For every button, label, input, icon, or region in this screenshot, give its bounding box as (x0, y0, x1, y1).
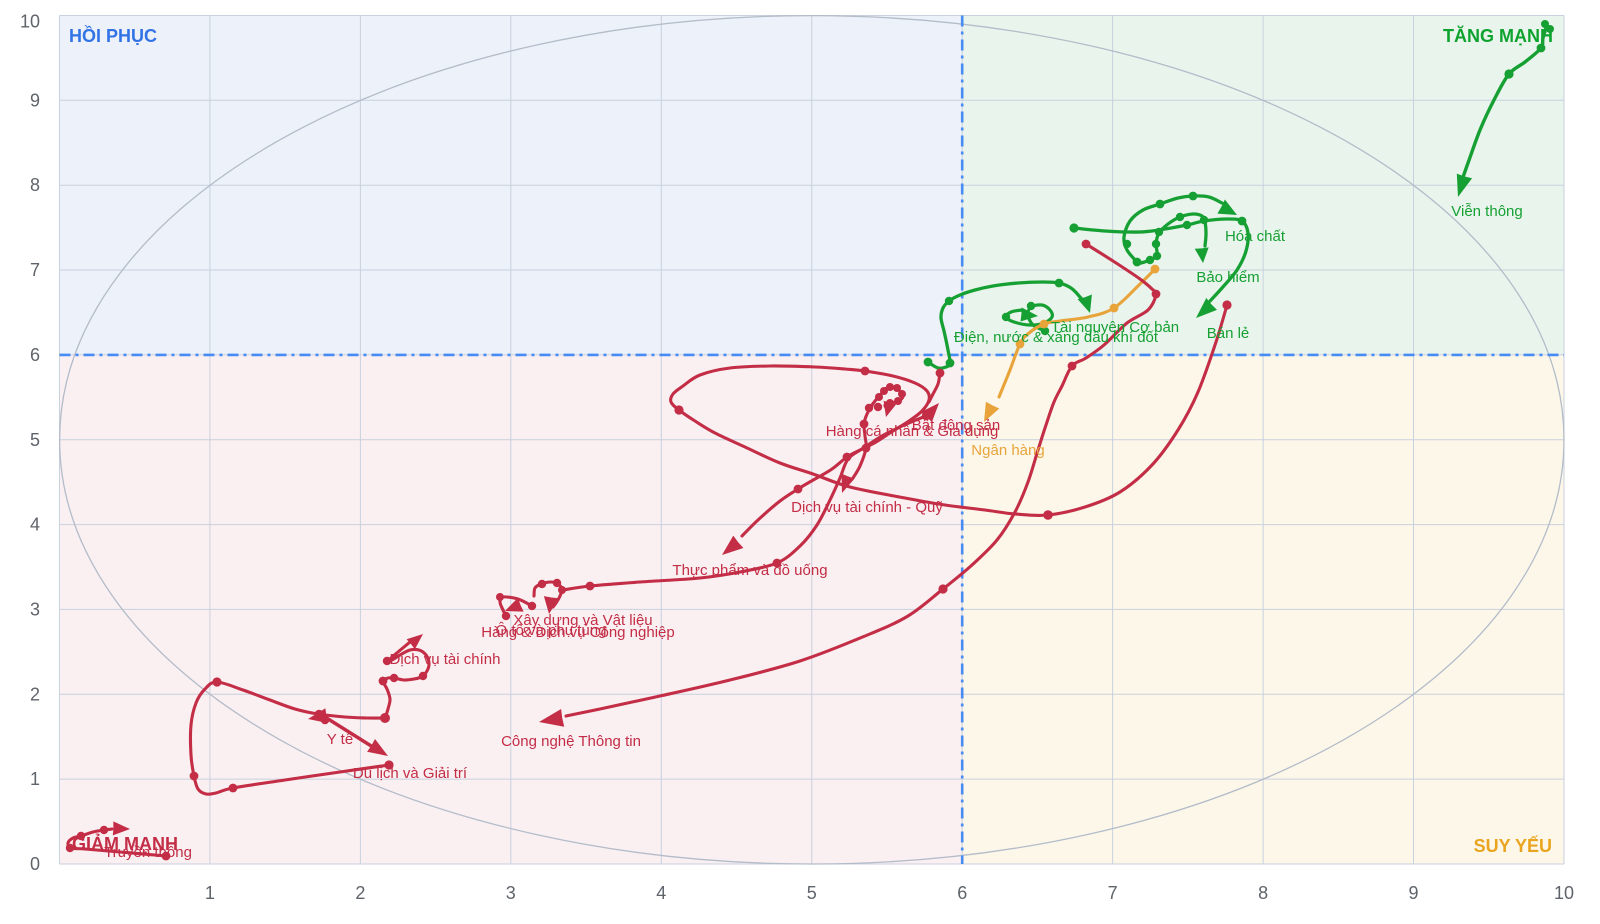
svg-text:Hóa chất: Hóa chất (1225, 228, 1286, 245)
svg-text:7: 7 (30, 260, 40, 280)
svg-text:2: 2 (355, 883, 365, 903)
svg-text:3: 3 (506, 883, 516, 903)
svg-text:10: 10 (20, 12, 40, 32)
svg-text:9: 9 (1408, 883, 1418, 903)
svg-text:Điện, nước & xăng dầu khí đốt: Điện, nước & xăng dầu khí đốt (954, 329, 1159, 346)
svg-text:7: 7 (1108, 883, 1118, 903)
svg-text:6: 6 (30, 345, 40, 365)
svg-text:9: 9 (30, 90, 40, 110)
svg-text:8: 8 (30, 175, 40, 195)
svg-text:6: 6 (957, 883, 967, 903)
svg-text:2: 2 (30, 684, 40, 704)
svg-text:3: 3 (30, 600, 40, 620)
svg-text:SUY YẾU: SUY YẾU (1474, 835, 1552, 856)
svg-text:Công nghệ Thông tin: Công nghệ Thông tin (501, 733, 641, 750)
svg-text:Du lịch và Giải trí: Du lịch và Giải trí (353, 765, 468, 782)
svg-text:4: 4 (656, 883, 666, 903)
svg-text:5: 5 (30, 430, 40, 450)
svg-text:Dịch vụ tài chính - Quỹ: Dịch vụ tài chính - Quỹ (791, 499, 943, 516)
svg-text:1: 1 (205, 883, 215, 903)
svg-text:Bất động sản: Bất động sản (912, 417, 1000, 434)
svg-text:Bán lẻ: Bán lẻ (1207, 325, 1250, 342)
svg-text:Tài nguyên Cơ bản: Tài nguyên Cơ bản (1051, 319, 1179, 336)
svg-text:Dịch vụ tài chính: Dịch vụ tài chính (390, 651, 501, 668)
svg-text:Bảo hiểm: Bảo hiểm (1196, 269, 1259, 286)
svg-text:4: 4 (30, 515, 40, 535)
svg-text:Viễn thông: Viễn thông (1451, 203, 1522, 220)
svg-text:Thực phẩm và đồ uống: Thực phẩm và đồ uống (672, 562, 827, 579)
svg-text:0: 0 (30, 854, 40, 874)
svg-text:Truyền thông: Truyền thông (104, 844, 192, 861)
svg-text:Ngân hàng: Ngân hàng (971, 442, 1044, 459)
svg-text:1: 1 (30, 769, 40, 789)
svg-text:HỒI PHỤC: HỒI PHỤC (69, 25, 157, 46)
svg-text:Hàng cá nhân & Gia dụng: Hàng cá nhân & Gia dụng (826, 423, 999, 440)
svg-text:Hàng & Dịch vụ Công nghiệp: Hàng & Dịch vụ Công nghiệp (481, 624, 674, 641)
svg-text:Y tế: Y tế (327, 731, 354, 748)
svg-text:Xây dựng và Vật liệu: Xây dựng và Vật liệu (513, 612, 652, 629)
svg-text:10: 10 (1554, 883, 1574, 903)
svg-text:TĂNG MẠNH: TĂNG MẠNH (1443, 25, 1553, 46)
svg-text:8: 8 (1258, 883, 1268, 903)
svg-text:Ô tô và phụ tùng: Ô tô và phụ tùng (496, 622, 607, 639)
svg-text:5: 5 (807, 883, 817, 903)
